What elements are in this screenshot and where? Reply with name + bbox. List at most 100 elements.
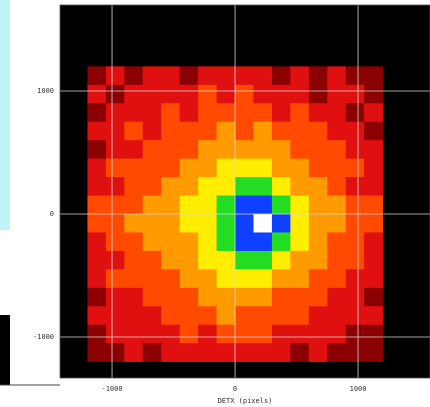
heatmap-cell xyxy=(271,287,291,307)
heatmap-cell xyxy=(179,306,199,326)
heatmap-cell xyxy=(87,250,107,270)
heatmap-cell xyxy=(179,177,199,196)
heatmap-cell xyxy=(235,84,254,104)
heatmap-cell xyxy=(290,195,310,215)
heatmap-cell xyxy=(271,214,291,233)
side-block xyxy=(0,315,10,385)
heatmap-cell xyxy=(216,158,236,178)
x-tick-label: 0 xyxy=(233,385,237,393)
heatmap-cell xyxy=(161,287,180,307)
heatmap-cell xyxy=(161,343,180,362)
heatmap-cell xyxy=(327,84,347,104)
heatmap-cell xyxy=(253,158,273,178)
heatmap-cell xyxy=(179,195,199,215)
heatmap-cell xyxy=(198,250,217,270)
heatmap-cell xyxy=(235,195,254,215)
heatmap-cell xyxy=(198,269,217,289)
heatmap-cell xyxy=(87,232,107,252)
heatmap-cell xyxy=(327,343,347,362)
heatmap-cell xyxy=(105,195,125,215)
heatmap-cell xyxy=(142,121,162,141)
heatmap-cell xyxy=(290,103,310,123)
heatmap-cell xyxy=(161,140,180,159)
heatmap-cell xyxy=(161,84,180,104)
heatmap-cell xyxy=(235,343,254,362)
heatmap-cell xyxy=(179,343,199,362)
heatmap-cell xyxy=(87,66,107,86)
heatmap-cell xyxy=(105,343,125,362)
side-panel xyxy=(0,0,10,230)
heatmap-cell xyxy=(142,269,162,289)
heatmap-cell xyxy=(124,195,144,215)
heatmap-cell xyxy=(124,66,144,86)
heatmap-cell xyxy=(345,66,365,86)
heatmap-cell xyxy=(271,343,291,362)
heatmap-cell xyxy=(124,121,144,141)
plot xyxy=(60,5,430,378)
heatmap-cell xyxy=(87,306,107,326)
heatmap-cell xyxy=(364,66,383,86)
heatmap-cell xyxy=(105,84,125,104)
heatmap-cell xyxy=(308,214,328,233)
heatmap-cell xyxy=(198,66,217,86)
heatmap-cell xyxy=(235,177,254,196)
heatmap-cell xyxy=(327,269,347,289)
heatmap-cell xyxy=(198,324,217,344)
heatmap-cell xyxy=(87,140,107,159)
heatmap-cell xyxy=(216,343,236,362)
heatmap-cell xyxy=(271,269,291,289)
heatmap-cell xyxy=(271,121,291,141)
heatmap-cell xyxy=(105,250,125,270)
heatmap-cell xyxy=(87,269,107,289)
heatmap-cell xyxy=(87,214,107,233)
heatmap-cell xyxy=(87,177,107,196)
heatmap-cell xyxy=(179,121,199,141)
heatmap-cell xyxy=(124,269,144,289)
heatmap-cell xyxy=(124,343,144,362)
heatmap-cell xyxy=(327,250,347,270)
heatmap-cell xyxy=(124,250,144,270)
heatmap-cell xyxy=(345,140,365,159)
heatmap-cell xyxy=(290,343,310,362)
heatmap-cell xyxy=(179,158,199,178)
heatmap-cell xyxy=(142,287,162,307)
heatmap-cell xyxy=(216,287,236,307)
heatmap-cell xyxy=(308,177,328,196)
heatmap-cell xyxy=(345,306,365,326)
heatmap-cell xyxy=(105,158,125,178)
heatmap-cell xyxy=(142,232,162,252)
heatmap-cell xyxy=(327,121,347,141)
heatmap-cell xyxy=(327,103,347,123)
heatmap-cell xyxy=(308,324,328,344)
heatmap-cell xyxy=(364,250,383,270)
heatmap-cell xyxy=(290,287,310,307)
heatmap-cell xyxy=(124,287,144,307)
heatmap-cell xyxy=(327,232,347,252)
heatmap-cell xyxy=(327,140,347,159)
heatmap-cell xyxy=(179,84,199,104)
heatmap-cell xyxy=(105,306,125,326)
heatmap-cell xyxy=(142,66,162,86)
heatmap-cell xyxy=(235,103,254,123)
heatmap-cell xyxy=(235,214,254,233)
heatmap-cell xyxy=(345,195,365,215)
heatmap-cell xyxy=(142,214,162,233)
heatmap-cell xyxy=(271,84,291,104)
x-axis-label: DETX (pixels) xyxy=(218,397,273,405)
heatmap-cell xyxy=(364,177,383,196)
heatmap-cell xyxy=(308,158,328,178)
heatmap-cell xyxy=(198,195,217,215)
heatmap-cell xyxy=(87,84,107,104)
heatmap-cell xyxy=(253,324,273,344)
heatmap-cell xyxy=(161,158,180,178)
y-tick-label: 0 xyxy=(50,210,54,218)
heatmap-cell xyxy=(290,140,310,159)
heatmap-cell xyxy=(198,103,217,123)
heatmap-cell xyxy=(364,84,383,104)
heatmap-cell xyxy=(161,214,180,233)
heatmap-cell xyxy=(142,343,162,362)
heatmap-cell xyxy=(216,214,236,233)
x-tick-label: -1000 xyxy=(101,385,122,393)
heatmap-cell xyxy=(308,103,328,123)
